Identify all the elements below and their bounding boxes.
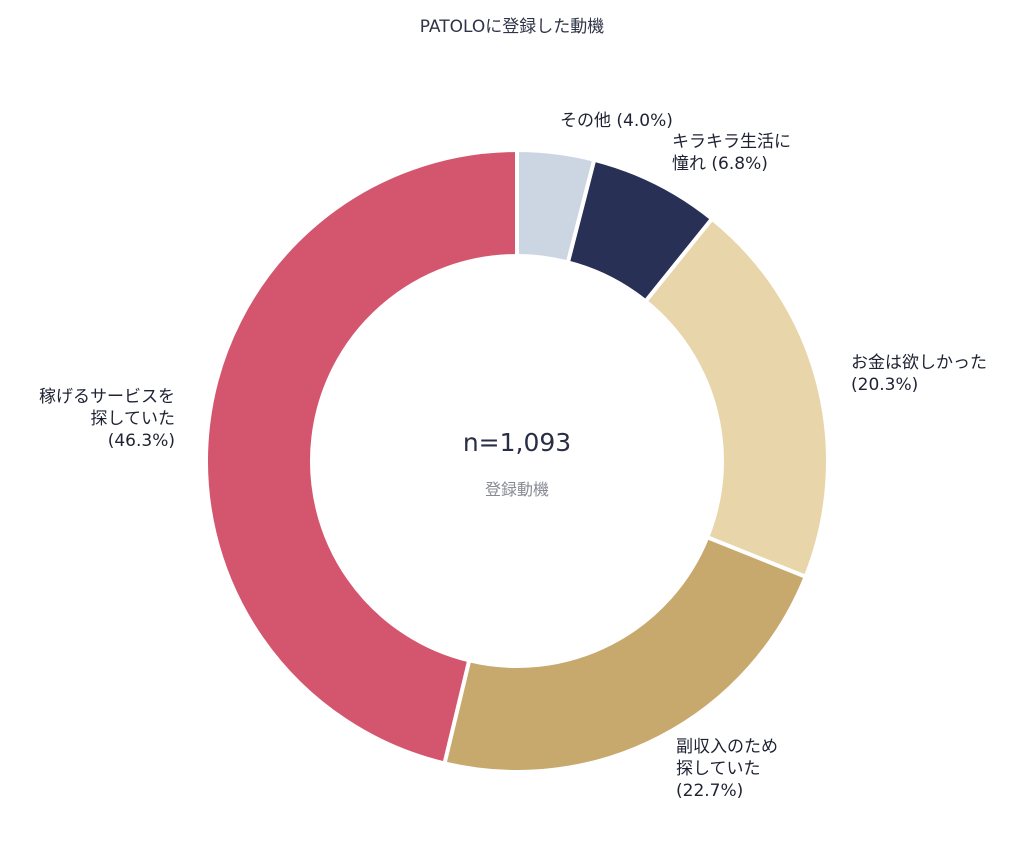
chart-title: PATOLOに登録した動機 [419, 17, 605, 37]
donut-segments [204, 147, 830, 774]
label-side-line1: 副収入のため [676, 737, 778, 757]
center-total: n=1,093 [462, 428, 572, 457]
label-earn: 稼げるサービスを 探していた (46.3%) [39, 386, 175, 452]
center-subtitle: 登録動機 [484, 480, 549, 499]
label-side-line2: 探していた [676, 759, 761, 779]
label-earn-line2: 探していた [90, 409, 176, 429]
label-money: お金は欲しかった (20.3%) [851, 352, 987, 396]
label-side-income: 副収入のため 探していた (22.7%) [676, 736, 778, 802]
label-other-text: その他 (4.0%) [560, 111, 673, 131]
label-kirakira-line2: 憧れ (6.8%) [672, 154, 768, 174]
label-other: その他 (4.0%) [560, 110, 673, 132]
label-money-line1: お金は欲しかった [851, 353, 987, 373]
label-money-line2: (20.3%) [851, 375, 919, 395]
donut-segment [204, 147, 519, 766]
donut-segment [642, 215, 830, 580]
label-kirakira-line1: キラキラ生活に [672, 132, 791, 152]
label-earn-line1: 稼げるサービスを [39, 387, 175, 407]
label-earn-line3: (46.3%) [107, 431, 175, 451]
label-side-line3: (22.7%) [676, 781, 744, 801]
label-kirakira: キラキラ生活に 憧れ (6.8%) [672, 131, 791, 175]
donut-segment [442, 534, 809, 774]
